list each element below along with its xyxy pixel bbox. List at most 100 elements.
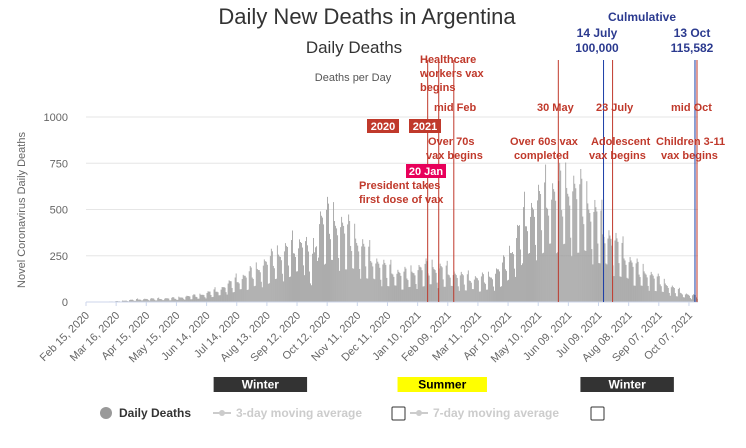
bar bbox=[596, 211, 598, 302]
bar bbox=[660, 286, 662, 302]
checkbox-7day[interactable] bbox=[590, 406, 605, 421]
adolescent-label-1: Adolescent bbox=[591, 136, 651, 148]
season-band bbox=[580, 377, 674, 392]
bar bbox=[342, 222, 344, 302]
bar bbox=[345, 269, 347, 302]
bar bbox=[592, 264, 594, 302]
bar bbox=[248, 271, 250, 302]
bar bbox=[527, 231, 528, 302]
bar bbox=[225, 292, 227, 302]
bar bbox=[281, 273, 283, 302]
bar bbox=[637, 261, 639, 302]
bar bbox=[194, 294, 196, 302]
bar bbox=[656, 276, 658, 302]
bar bbox=[507, 280, 508, 302]
president-label-2: first dose of vax bbox=[359, 194, 444, 206]
bar bbox=[432, 267, 434, 302]
bar bbox=[253, 286, 255, 302]
bar bbox=[659, 284, 661, 302]
legend-item-daily-deaths[interactable]: Daily Deaths bbox=[100, 406, 191, 420]
legend-label-7day: 7-day moving average bbox=[433, 406, 559, 420]
bar bbox=[161, 299, 163, 302]
bar bbox=[139, 299, 141, 302]
checkbox-3day[interactable] bbox=[391, 406, 406, 421]
bar bbox=[619, 276, 621, 302]
bar bbox=[222, 287, 224, 302]
bar bbox=[261, 287, 263, 302]
bar bbox=[443, 286, 445, 302]
bar bbox=[542, 253, 544, 302]
bar bbox=[686, 294, 688, 302]
bar bbox=[217, 292, 219, 302]
bar bbox=[168, 298, 170, 302]
annotation-lines bbox=[427, 60, 698, 302]
bar bbox=[582, 216, 584, 302]
bar bbox=[557, 252, 559, 302]
bar bbox=[122, 300, 123, 302]
legend-item-3day[interactable]: 3-day moving average bbox=[213, 406, 362, 420]
bar bbox=[682, 297, 684, 302]
bar bbox=[447, 274, 449, 302]
bar bbox=[259, 272, 261, 302]
bar bbox=[189, 296, 191, 302]
bar bbox=[523, 207, 524, 302]
bar bbox=[135, 300, 137, 302]
legend-item-7day[interactable]: 7-day moving average bbox=[410, 406, 559, 420]
bar bbox=[251, 277, 253, 302]
bar bbox=[415, 284, 417, 302]
legend-label-daily-deaths: Daily Deaths bbox=[119, 406, 191, 420]
chart-title: Daily Deaths bbox=[306, 38, 402, 57]
bar bbox=[137, 298, 139, 302]
bar bbox=[315, 247, 316, 302]
bar bbox=[174, 298, 176, 302]
bar bbox=[561, 210, 563, 302]
bar bbox=[508, 279, 509, 302]
bar bbox=[628, 262, 630, 302]
bar bbox=[309, 271, 310, 302]
bar bbox=[197, 298, 199, 302]
bar bbox=[255, 262, 257, 302]
bar bbox=[510, 253, 511, 302]
bar bbox=[642, 263, 644, 302]
bar bbox=[526, 226, 527, 302]
bar bbox=[252, 278, 254, 302]
bar bbox=[586, 181, 588, 302]
bar bbox=[469, 280, 471, 302]
bar bbox=[329, 233, 330, 302]
bar bbox=[631, 262, 633, 302]
bar bbox=[290, 276, 291, 302]
bar bbox=[422, 286, 424, 302]
bar bbox=[231, 287, 233, 302]
bar bbox=[264, 261, 266, 302]
bar bbox=[451, 286, 453, 302]
bar bbox=[216, 291, 218, 302]
bar bbox=[567, 193, 569, 302]
bar bbox=[569, 205, 571, 302]
bar bbox=[406, 278, 408, 302]
year-2020-badge bbox=[367, 119, 399, 133]
bar bbox=[364, 246, 366, 302]
bar bbox=[466, 274, 468, 302]
bar bbox=[651, 274, 653, 302]
bar bbox=[465, 290, 467, 302]
bar bbox=[543, 252, 545, 302]
bar bbox=[614, 240, 616, 302]
bar bbox=[279, 256, 281, 302]
bar bbox=[459, 275, 461, 302]
bar bbox=[163, 300, 165, 302]
bar bbox=[382, 264, 384, 302]
bar bbox=[245, 277, 247, 302]
bar bbox=[655, 291, 657, 302]
bar bbox=[335, 225, 337, 302]
bar bbox=[649, 275, 651, 302]
bar bbox=[219, 295, 221, 302]
bar bbox=[437, 288, 439, 302]
bar bbox=[362, 239, 364, 302]
bar bbox=[685, 293, 687, 302]
bar bbox=[460, 271, 462, 302]
bar bbox=[654, 290, 656, 302]
bar bbox=[479, 291, 481, 302]
cumulative-value-1: 100,000 bbox=[575, 41, 619, 55]
bar bbox=[503, 255, 504, 302]
